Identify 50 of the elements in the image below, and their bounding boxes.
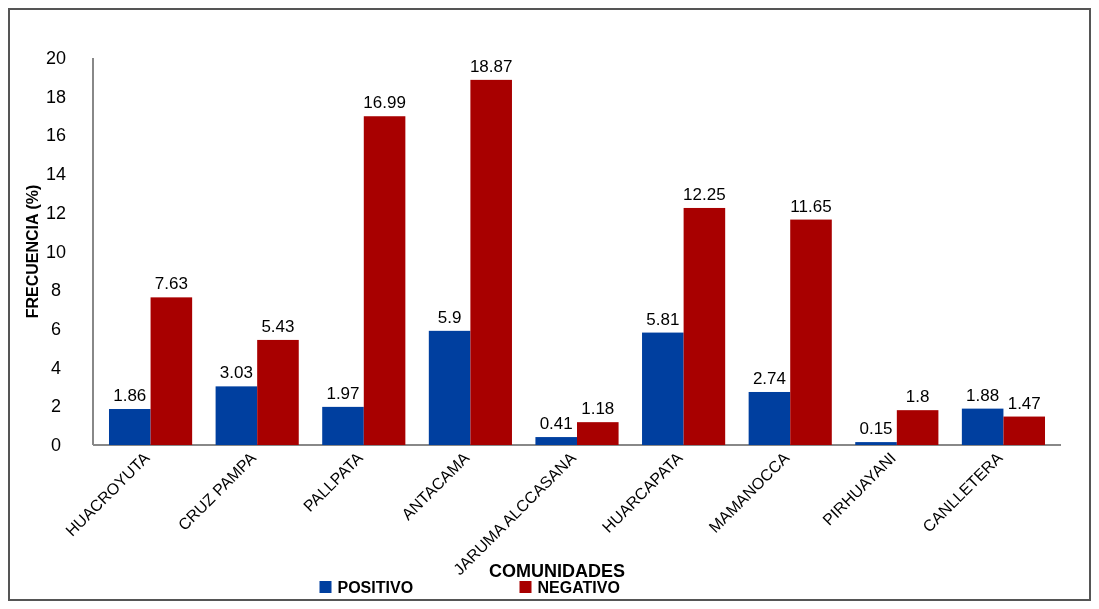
data-label: 3.03 — [219, 363, 253, 383]
data-label: 1.47 — [1007, 393, 1041, 413]
y-tick-label: 20 — [45, 48, 67, 68]
y-tick-label: 4 — [50, 357, 62, 378]
data-label: 18.87 — [469, 56, 513, 76]
bar — [748, 391, 791, 445]
bar — [961, 408, 1004, 445]
bar — [150, 297, 193, 445]
y-axis-title: FRECUENCIA (%) — [24, 184, 41, 319]
legend-label: POSITIVO — [337, 579, 414, 596]
bar — [322, 406, 364, 445]
bar — [257, 339, 299, 445]
data-label: 11.65 — [790, 196, 832, 216]
data-label: 7.63 — [154, 274, 188, 294]
y-tick-label: 12 — [45, 202, 67, 223]
bar — [790, 219, 832, 445]
bar — [428, 330, 471, 445]
bar — [683, 207, 726, 445]
y-tick-label: 14 — [45, 164, 67, 185]
bar — [535, 437, 577, 445]
y-tick-label: 10 — [45, 241, 67, 262]
data-label: 1.86 — [113, 386, 147, 406]
bar — [577, 422, 619, 445]
data-label: 5.43 — [261, 316, 295, 336]
data-label: 16.99 — [363, 93, 406, 113]
bar — [108, 409, 151, 445]
bar — [855, 442, 897, 445]
data-label: 2.74 — [752, 368, 786, 388]
y-tick-label: 0 — [50, 435, 62, 455]
legend-label: NEGATIVO — [537, 579, 620, 596]
bar — [1003, 416, 1046, 445]
bar — [642, 332, 684, 445]
y-tick-label: 2 — [50, 396, 62, 417]
data-label: 1.8 — [905, 387, 930, 407]
data-label: 5.9 — [437, 307, 462, 327]
bar — [363, 116, 406, 445]
data-label: 5.81 — [646, 309, 680, 329]
y-tick-label: 18 — [45, 86, 67, 107]
bar — [215, 386, 258, 445]
data-label: 1.97 — [326, 383, 360, 403]
data-label: 1.18 — [581, 399, 615, 419]
data-label: 0.15 — [859, 419, 893, 439]
y-tick-label: 16 — [45, 125, 67, 146]
data-label: 0.41 — [539, 414, 573, 434]
data-label: 1.88 — [966, 385, 1000, 405]
data-label: 12.25 — [683, 184, 726, 204]
bar — [896, 410, 939, 445]
bar — [470, 79, 512, 445]
y-tick-label: 8 — [50, 280, 62, 301]
y-tick-label: 6 — [50, 318, 62, 339]
